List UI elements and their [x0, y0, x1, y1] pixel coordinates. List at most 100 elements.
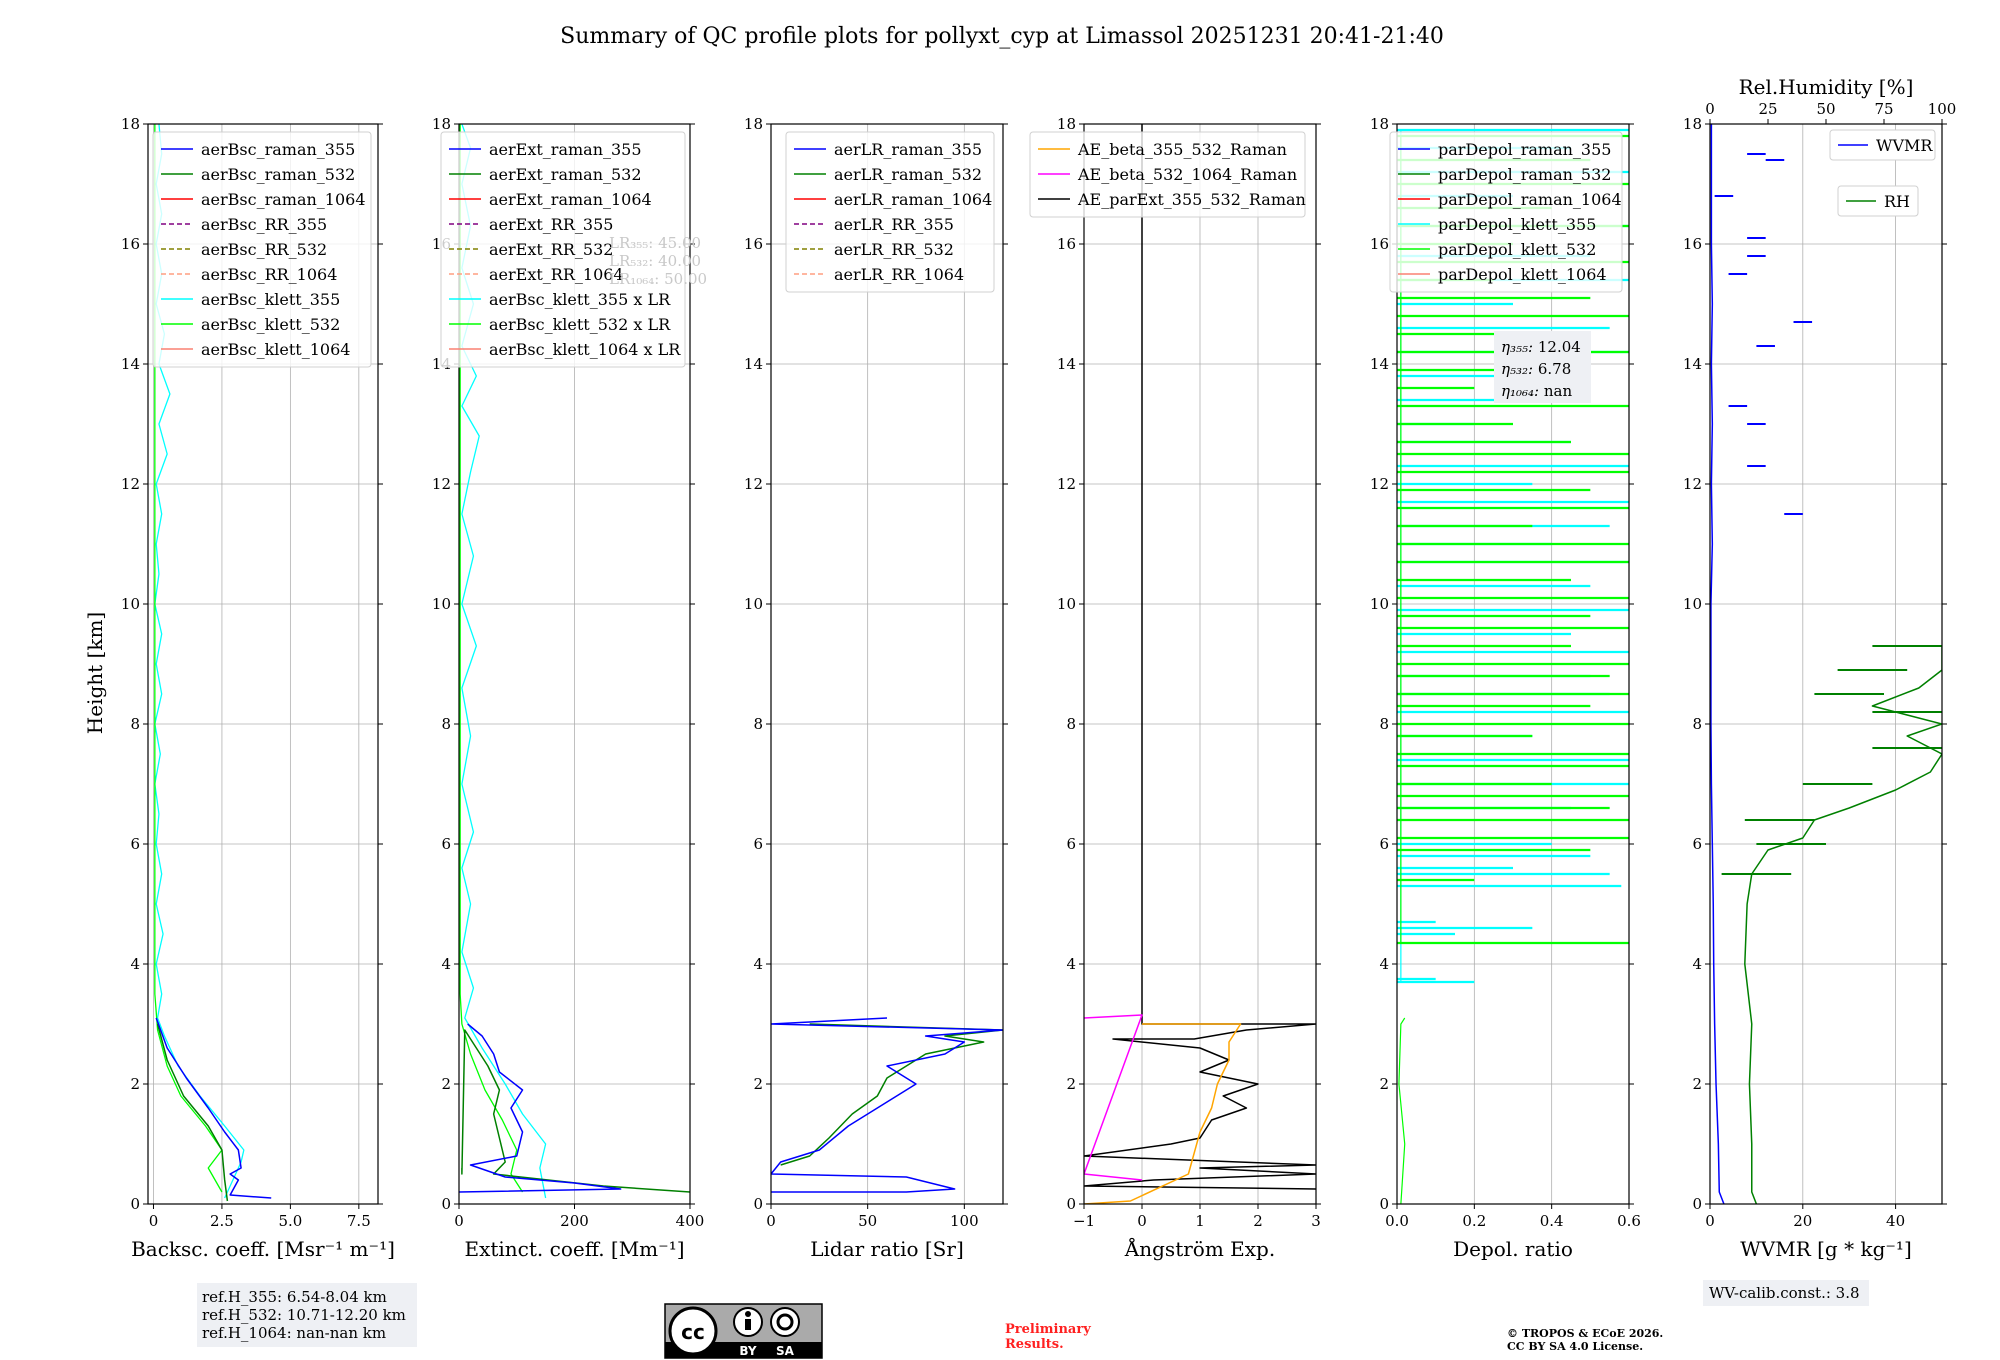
legend-label: aerBsc_klett_355 [201, 290, 340, 309]
legend-box [1837, 185, 1919, 217]
x-tick-label: 7.5 [347, 1212, 371, 1230]
copyright-line-1: © TROPOS & ECoE 2026. [1507, 1327, 1663, 1340]
y-tick-label: 2 [1066, 1075, 1076, 1093]
legend-label: aerLR_raman_532 [834, 165, 982, 184]
x-axis-label: Depol. ratio [1453, 1237, 1573, 1261]
x-tick-label: 0.0 [1385, 1212, 1409, 1230]
y-tick-label: 0 [1692, 1195, 1702, 1213]
legend-wvmr: WVMR [1829, 129, 1936, 161]
y-tick-label: 8 [1379, 715, 1389, 733]
legend-label: aerBsc_klett_1064 [201, 340, 350, 359]
legend-label: aerLR_raman_355 [834, 140, 982, 159]
y-tick-label: 14 [1370, 355, 1389, 373]
x-tick-label: 2 [1253, 1212, 1263, 1230]
y-tick-label: 16 [744, 235, 763, 253]
eta-line: η₃₅₅: 12.04 [1501, 338, 1581, 356]
y-tick-label: 18 [121, 115, 140, 133]
ref-height-355: ref.H_355: 6.54-8.04 km [202, 1288, 387, 1306]
y-tick-label: 0 [441, 1195, 451, 1213]
y-tick-label: 8 [441, 715, 451, 733]
legend-ext: aerExt_raman_355 aerExt_raman_532 aerExt_r… [440, 131, 686, 368]
panel-bsc: 0 2 4 6 8 10 12 14 16 18 0 2.5 5.0 7.5 Backsc. coeff. … [121, 115, 395, 1261]
x-tick-label: 100 [950, 1212, 979, 1230]
ref-height-box: ref.H_355: 6.54-8.04 km ref.H_532: 10.71… [197, 1283, 417, 1347]
y-tick-label: 12 [432, 475, 451, 493]
legend-box [152, 131, 372, 368]
legend-lr: aerLR_raman_355 aerLR_raman_532 aerLR_rama… [785, 131, 995, 293]
legend-label: aerBsc_RR_532 [201, 240, 327, 259]
legend-depol: parDepol_raman_355 parDepol_raman_532 parD… [1389, 131, 1623, 293]
legend-label: aerBsc_raman_1064 [201, 190, 366, 209]
panel-depol: 0 2 4 6 8 10 12 14 16 18 0.0 0.2 0.4 0.6 Depol. ratio p… [1370, 115, 1641, 1261]
x-tick-label: 5.0 [278, 1212, 302, 1230]
wv-calib-box: WV-calib.const.: 3.8 [1703, 1280, 1869, 1306]
plot-area [1084, 124, 1316, 1204]
panel-lr: 0 2 4 6 8 10 12 14 16 18 0 50 100 Lidar ratio [Sr] aer… [744, 115, 1008, 1261]
legend-label: aerExt_raman_1064 [489, 190, 652, 209]
legend-label: RH [1884, 192, 1910, 211]
top-x-tick-label: 75 [1874, 100, 1893, 118]
y-axis-label: Height [km] [83, 612, 107, 734]
legend-label: AE_parExt_355_532_Raman [1077, 190, 1306, 209]
panel-ext: 0246810121416180200400Extinct. coeff. [M… [432, 115, 707, 1261]
x-tick-label: 0 [149, 1212, 159, 1230]
legend-label: aerBsc_klett_532 [201, 315, 340, 334]
y-tick-label: 6 [753, 835, 763, 853]
legend-label: aerBsc_raman_355 [201, 140, 355, 159]
y-tick-label: 4 [441, 955, 451, 973]
legend-label: aerExt_RR_532 [489, 240, 613, 259]
y-tick-label: 0 [753, 1195, 763, 1213]
lr-annotation: LR₅₃₂: 40.00 [609, 252, 701, 270]
y-tick-label: 4 [130, 955, 140, 973]
y-tick-label: 8 [130, 715, 140, 733]
y-tick-label: 8 [753, 715, 763, 733]
wv-calib-text: WV-calib.const.: 3.8 [1709, 1284, 1860, 1302]
ref-height-box-bg [197, 1283, 417, 1347]
legend-label: aerBsc_RR_355 [201, 215, 327, 234]
axes-frame [147, 123, 379, 1205]
lr-annotation: LR₁₀₆₄: 50.00 [609, 270, 707, 288]
x-tick-label: 40 [1886, 1212, 1905, 1230]
x-tick-label: 0 [766, 1212, 776, 1230]
x-tick-label: 20 [1793, 1212, 1812, 1230]
y-tick-label: 6 [130, 835, 140, 853]
top-x-tick-label: 0 [1705, 100, 1715, 118]
by-label: BY [739, 1344, 756, 1358]
y-tick-label: 10 [432, 595, 451, 613]
y-tick-label: 4 [1379, 955, 1389, 973]
series-AE_parExt_355_532_Raman [1084, 124, 1316, 1190]
legend-box [1389, 131, 1623, 293]
series-aerLR_raman_532 [780, 1023, 1003, 1166]
series-aerBsc_raman_355 [155, 1017, 272, 1199]
by-person-body-icon [745, 1319, 751, 1330]
legend-label: aerBsc_klett_1064 x LR [489, 340, 681, 359]
ref-height-532: ref.H_532: 10.71-12.20 km [202, 1306, 406, 1324]
y-tick-label: 16 [121, 235, 140, 253]
y-tick-label: 12 [744, 475, 763, 493]
legend-label: parDepol_klett_532 [1438, 240, 1596, 259]
axes-frame [770, 123, 1004, 1205]
y-tick-label: 18 [432, 115, 451, 133]
y-tick-label: 10 [1370, 595, 1389, 613]
x-tick-label: 0.6 [1617, 1212, 1641, 1230]
legend-label: aerLR_RR_532 [834, 240, 954, 259]
x-tick-label: 3 [1311, 1212, 1321, 1230]
preliminary-line-1: Preliminary [1005, 1322, 1091, 1337]
legend-ae: AE_beta_355_532_Raman AE_beta_532_1064_Ra… [1029, 131, 1306, 218]
cc-license-badge: cc BY SA [664, 1303, 823, 1359]
y-tick-label: 2 [441, 1075, 451, 1093]
y-tick-label: 8 [1692, 715, 1702, 733]
y-tick-label: 16 [1683, 235, 1702, 253]
y-tick-label: 10 [1057, 595, 1076, 613]
sa-label: SA [776, 1344, 795, 1358]
axes-frame [1709, 123, 1943, 1205]
x-tick-label: 2.5 [210, 1212, 234, 1230]
y-tick-label: 12 [1370, 475, 1389, 493]
legend-box [440, 131, 686, 368]
y-tick-label: 4 [1066, 955, 1076, 973]
x-axis-label: Ångström Exp. [1124, 1236, 1275, 1261]
series-aerBsc_klett_532 x LR [459, 124, 524, 1193]
